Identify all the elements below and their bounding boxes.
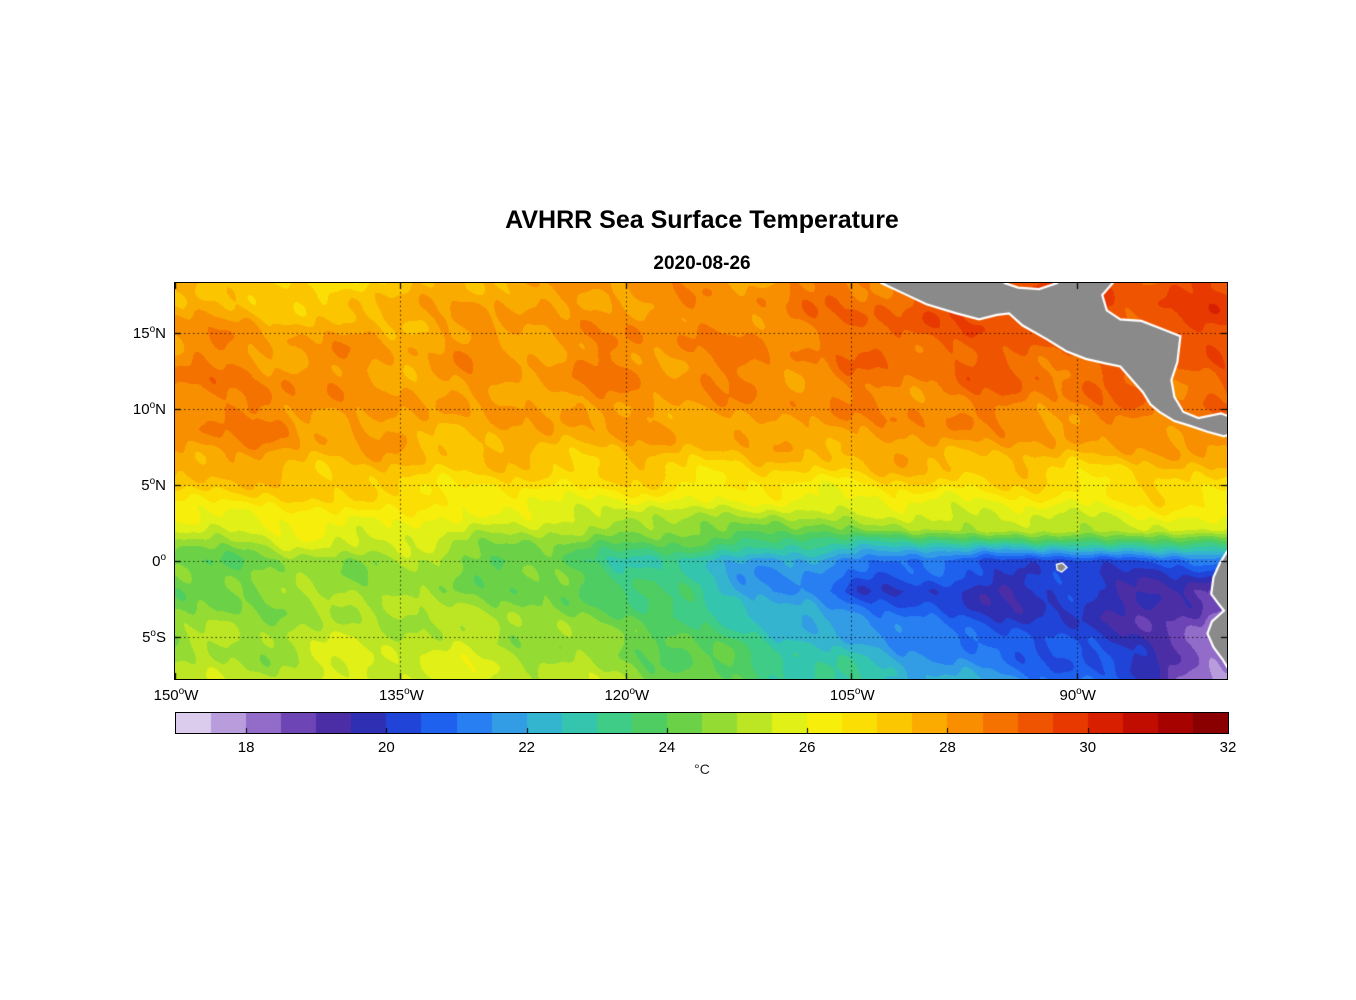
x-axis-tick-label: 150oW <box>153 686 199 705</box>
colorbar-tick-label: 26 <box>798 739 816 756</box>
colorbar-tick-label: 20 <box>378 739 395 756</box>
y-axis-tick-label: 5oN <box>141 475 166 494</box>
colorbar-unit-label: °C <box>176 761 1228 777</box>
map-plot-area <box>174 282 1228 680</box>
colorbar-canvas <box>176 713 1228 733</box>
y-axis-tick-label: 0o <box>152 551 166 570</box>
colorbar <box>175 712 1229 734</box>
colorbar-tick-label: 32 <box>1219 739 1237 756</box>
x-axis-tick-label: 135oW <box>379 686 424 705</box>
y-axis-tick-label: 15oN <box>132 324 166 343</box>
x-axis-tick-label: 105oW <box>829 686 875 705</box>
colorbar-unit-text: °C <box>694 761 710 777</box>
colorbar-tick-label: 30 <box>1079 739 1097 756</box>
y-axis-tick-label: 10oN <box>132 399 166 418</box>
chart-date-subtitle: 2020-08-26 <box>653 253 751 274</box>
chart-title: AVHRR Sea Surface Temperature <box>505 206 899 234</box>
colorbar-tick-label: 22 <box>518 739 535 756</box>
x-axis-tick-label: 90oW <box>1059 686 1096 705</box>
y-axis-tick-label: 5oS <box>142 627 166 646</box>
colorbar-tick-label: 28 <box>939 739 956 756</box>
x-axis-tick-label: 120oW <box>604 686 650 705</box>
colorbar-tick-label: 24 <box>658 739 676 756</box>
colorbar-tick-label: 18 <box>237 739 255 756</box>
sst-heatmap-canvas <box>175 283 1227 679</box>
